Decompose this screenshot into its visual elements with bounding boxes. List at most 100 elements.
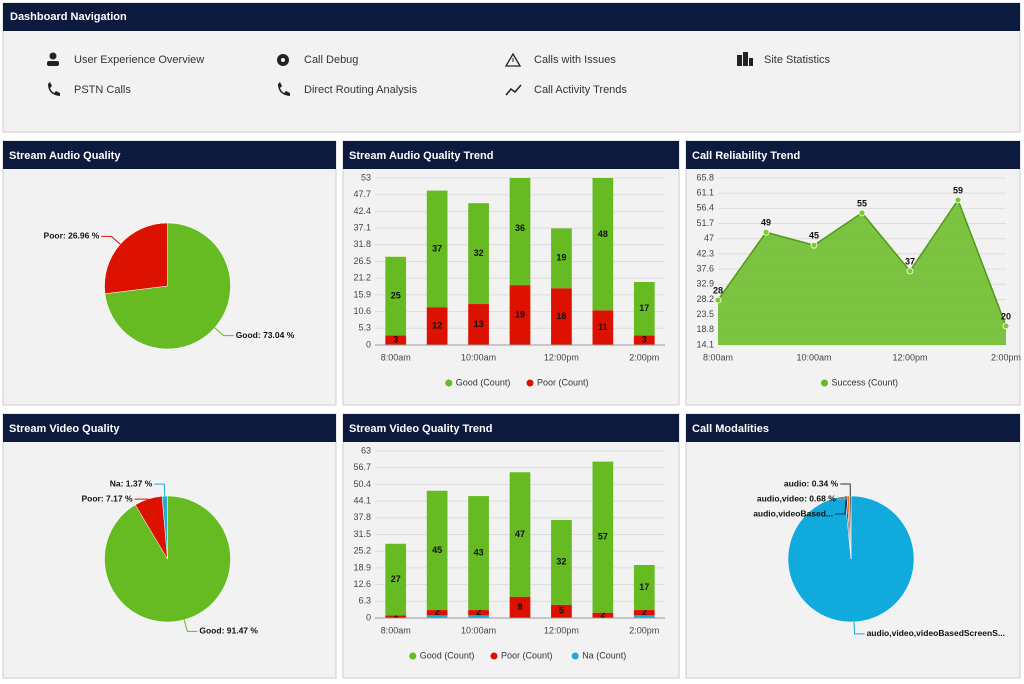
data-label: 45: [432, 545, 442, 555]
y-tick-label: 47.7: [353, 189, 371, 199]
leader-line: [101, 235, 121, 245]
leader-line: [835, 496, 847, 515]
data-label: 47: [515, 529, 525, 539]
legend-marker: [409, 652, 417, 660]
pie-label: Poor: 26.96 %: [44, 231, 100, 241]
nav-link[interactable]: Calls with Issues: [534, 54, 616, 66]
point: [906, 267, 914, 275]
y-tick-label: 32.9: [696, 279, 714, 289]
y-tick-label: 12.6: [353, 579, 371, 589]
data-label: 27: [391, 574, 401, 584]
panel-title: Call Modalities: [692, 423, 769, 435]
data-label: 59: [953, 185, 963, 195]
point: [858, 209, 866, 217]
legend-marker: [526, 379, 534, 387]
x-tick-label: 12:00pm: [892, 352, 927, 362]
y-tick-label: 56.4: [696, 203, 714, 213]
pie-label: audio,video,videoBasedScreenS...: [867, 628, 1005, 638]
leader-line: [837, 495, 849, 500]
y-tick-label: 65.8: [696, 172, 714, 182]
pie-label: Na: 1.37 %: [110, 478, 153, 488]
data-label: 25: [391, 291, 401, 301]
data-label: 2: [435, 607, 440, 617]
y-tick-label: 42.4: [353, 206, 371, 216]
nav-link[interactable]: User Experience Overview: [74, 54, 204, 66]
y-tick-label: 18.9: [353, 562, 371, 572]
bar-segment: [633, 615, 655, 618]
y-tick-label: 53: [361, 172, 371, 182]
y-tick-label: 31.8: [353, 239, 371, 249]
y-tick-label: 61.1: [696, 188, 714, 198]
bar-segment: [551, 288, 572, 345]
legend-label: Poor (Count): [501, 650, 553, 660]
panel-title: Stream Audio Quality: [9, 150, 121, 162]
data-label: 36: [515, 223, 525, 233]
x-tick-label: 2:00pm: [629, 352, 659, 362]
pie-label: Good: 73.04 %: [236, 330, 295, 340]
data-label: 5: [559, 606, 564, 616]
nav-header: [3, 3, 1020, 31]
x-tick-label: 8:00am: [703, 352, 733, 362]
point: [810, 241, 818, 249]
bar-segment: [633, 335, 655, 345]
point: [1002, 322, 1010, 330]
point: [954, 196, 962, 204]
nav-link[interactable]: Call Debug: [304, 54, 358, 66]
data-label: 2: [600, 609, 605, 619]
bar-segment: [385, 543, 407, 616]
data-label: 37: [905, 256, 915, 266]
x-tick-label: 10:00am: [461, 625, 496, 635]
data-label: 32: [556, 557, 566, 567]
x-tick-label: 12:00pm: [544, 352, 579, 362]
data-label: 19: [515, 309, 525, 319]
x-tick-label: 10:00am: [461, 352, 496, 362]
leader-line: [840, 483, 851, 497]
nav-link[interactable]: Direct Routing Analysis: [304, 84, 418, 96]
y-tick-label: 0: [366, 339, 371, 349]
bar-segment: [592, 612, 614, 618]
data-label: 19: [556, 253, 566, 263]
y-tick-label: 15.9: [353, 289, 371, 299]
pie-label: audio,videoBased...: [753, 508, 833, 518]
data-label: 3: [642, 335, 647, 345]
bar-segment: [426, 610, 448, 616]
bar-segment: [426, 615, 448, 618]
point: [762, 228, 770, 236]
y-tick-label: 10.6: [353, 306, 371, 316]
data-label: 20: [1001, 311, 1011, 321]
bar-segment: [426, 490, 448, 611]
plot: 127245243847532257217: [385, 461, 655, 619]
data-label: 3: [393, 335, 398, 345]
y-tick-label: 31.5: [353, 529, 371, 539]
y-tick-label: 28.2: [696, 294, 714, 304]
legend-label: Success (Count): [832, 377, 899, 387]
pie-label: audio: 0.34 %: [784, 478, 839, 488]
panel-title: Stream Video Quality Trend: [349, 423, 492, 435]
bar-segment: [385, 335, 407, 345]
x-tick-label: 8:00am: [381, 352, 411, 362]
bar-segment: [426, 307, 448, 345]
nav-link[interactable]: PSTN Calls: [74, 84, 131, 96]
bar-segment: [551, 604, 572, 618]
nav-link[interactable]: Call Activity Trends: [534, 84, 627, 96]
legend-label: Poor (Count): [537, 377, 589, 387]
bar-segment: [592, 461, 614, 613]
bar-segment: [633, 281, 655, 336]
bar-segment: [468, 610, 489, 616]
y-tick-label: 5.3: [358, 323, 371, 333]
x-tick-label: 8:00am: [381, 625, 411, 635]
nav-link[interactable]: Site Statistics: [764, 54, 831, 66]
pie-slice: [104, 222, 168, 295]
bar-segment: [385, 615, 407, 618]
data-label: 45: [809, 231, 819, 241]
legend-marker: [821, 379, 828, 387]
legend-marker: [445, 379, 453, 387]
bar-segment: [509, 472, 531, 597]
bar-segment: [385, 256, 407, 336]
point: [714, 296, 722, 304]
data-label: 18: [556, 311, 566, 321]
legend-marker: [490, 652, 498, 660]
data-label: 2: [476, 607, 481, 617]
leader-line: [183, 619, 198, 632]
